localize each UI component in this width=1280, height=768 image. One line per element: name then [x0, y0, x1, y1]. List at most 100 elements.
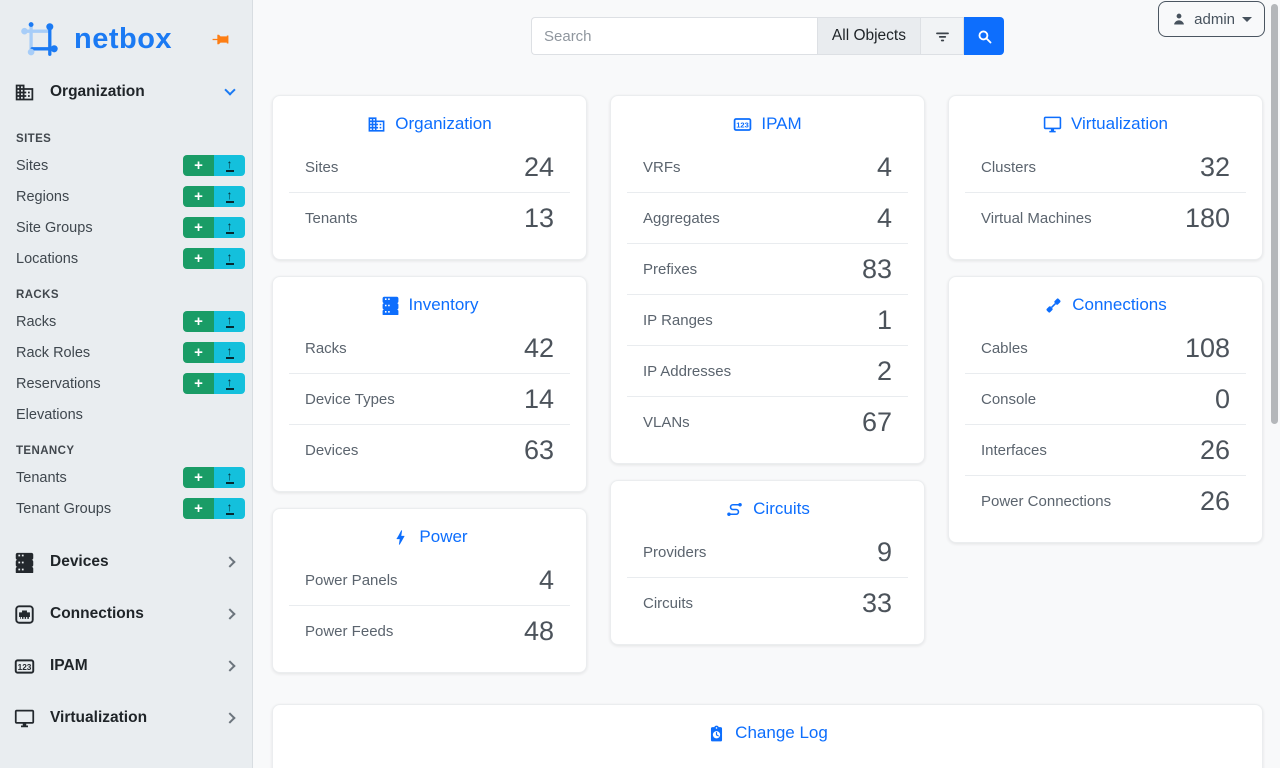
add-button[interactable] [183, 155, 214, 176]
stat-label[interactable]: Providers [643, 543, 707, 561]
card-organization: Organization Sites 24 Tenants 13 [272, 95, 587, 260]
stat-label[interactable]: Power Connections [981, 492, 1112, 510]
sidebar-item-rack-roles[interactable]: Rack Roles [0, 337, 252, 368]
card-title-changelog[interactable]: Change Log [273, 705, 1262, 751]
sidebar-item-reservations[interactable]: Reservations [0, 368, 252, 399]
netbox-logo[interactable]: netbox [14, 18, 172, 62]
stat-value[interactable]: 2 [876, 356, 892, 386]
stat-value[interactable]: 180 [1184, 203, 1230, 233]
import-button[interactable] [214, 373, 245, 394]
card-title-power[interactable]: Power [273, 509, 586, 555]
stat-value[interactable]: 4 [538, 565, 554, 595]
search-scope-select[interactable]: All Objects [816, 17, 921, 55]
stat-label[interactable]: Racks [305, 339, 347, 357]
add-button[interactable] [183, 467, 214, 488]
stat-value[interactable]: 83 [861, 254, 892, 284]
stat-list: Cables 108 Console 0 Interfaces 26 Pow [965, 323, 1246, 530]
sidebar-group-ipam[interactable]: 123 IPAM [0, 640, 252, 692]
stat-label[interactable]: Cables [981, 339, 1028, 357]
import-button[interactable] [214, 217, 245, 238]
import-button[interactable] [214, 498, 245, 519]
sidebar-item-locations[interactable]: Locations [0, 243, 252, 274]
stat-label[interactable]: Console [981, 390, 1037, 408]
stat-value[interactable]: 108 [1184, 333, 1230, 363]
stat-label[interactable]: Aggregates [643, 209, 720, 227]
stat-value[interactable]: 13 [523, 203, 554, 233]
stat-label[interactable]: Virtual Machines [981, 209, 1092, 227]
sidebar-group-devices[interactable]: Devices [0, 536, 252, 588]
stat-row-ip-ranges: IP Ranges 1 [627, 294, 908, 345]
search-filter-button[interactable] [921, 17, 964, 55]
sidebar-item-regions[interactable]: Regions [0, 181, 252, 212]
stat-value[interactable]: 48 [523, 616, 554, 646]
card-title-circuits[interactable]: Circuits [611, 481, 924, 527]
card-title-connections[interactable]: Connections [949, 277, 1262, 323]
add-button[interactable] [183, 186, 214, 207]
stat-value[interactable]: 26 [1199, 486, 1230, 516]
sidebar-item-tenants[interactable]: Tenants [0, 462, 252, 493]
import-button[interactable] [214, 342, 245, 363]
sidebar-group-connections[interactable]: Connections [0, 588, 252, 640]
sidebar-group-label: Organization [50, 83, 145, 100]
add-button[interactable] [183, 342, 214, 363]
stat-label[interactable]: Prefixes [643, 260, 698, 278]
sidebar-item-tenant-groups[interactable]: Tenant Groups [0, 493, 252, 524]
import-button[interactable] [214, 467, 245, 488]
import-button[interactable] [214, 248, 245, 269]
stat-value[interactable]: 14 [523, 384, 554, 414]
import-button[interactable] [214, 186, 245, 207]
stat-value[interactable]: 4 [876, 203, 892, 233]
sidebar-group-organization[interactable]: Organization [0, 66, 252, 118]
sidebar-item-label: Tenants [16, 469, 67, 486]
stat-value[interactable]: 33 [861, 588, 892, 618]
add-button[interactable] [183, 217, 214, 238]
sidebar-pin-button[interactable] [211, 30, 230, 49]
stat-value[interactable]: 24 [523, 152, 554, 182]
sidebar-item-sites[interactable]: Sites [0, 150, 252, 181]
stat-label[interactable]: Interfaces [981, 441, 1047, 459]
stat-label[interactable]: Circuits [643, 594, 694, 612]
user-menu-button[interactable]: admin [1158, 1, 1265, 37]
sidebar-group-virtualization[interactable]: Virtualization [0, 692, 252, 744]
stat-label[interactable]: IP Ranges [643, 311, 713, 329]
stat-label[interactable]: Power Panels [305, 571, 398, 589]
stat-label[interactable]: VLANs [643, 413, 690, 431]
dashboard-column-3: Virtualization Clusters 32 Virtual Machi… [948, 95, 1263, 543]
search-submit-button[interactable] [964, 17, 1004, 55]
stat-label[interactable]: Tenants [305, 209, 358, 227]
sidebar-item-site-groups[interactable]: Site Groups [0, 212, 252, 243]
stat-label[interactable]: Power Feeds [305, 622, 394, 640]
stat-label[interactable]: Devices [305, 441, 359, 459]
stat-row-vrfs: VRFs 4 [627, 142, 908, 192]
sidebar-item-elevations[interactable]: Elevations [0, 399, 252, 430]
import-button[interactable] [214, 155, 245, 176]
monitor-icon [1043, 115, 1062, 134]
chevron-right-icon [224, 556, 236, 568]
stat-label[interactable]: Sites [305, 158, 339, 176]
stat-label[interactable]: VRFs [643, 158, 681, 176]
add-button[interactable] [183, 498, 214, 519]
stat-value[interactable]: 63 [523, 435, 554, 465]
page-scrollbar[interactable] [1271, 4, 1278, 424]
card-title-virtualization[interactable]: Virtualization [949, 96, 1262, 142]
stat-value[interactable]: 26 [1199, 435, 1230, 465]
card-title-organization[interactable]: Organization [273, 96, 586, 142]
stat-label[interactable]: Clusters [981, 158, 1037, 176]
stat-value[interactable]: 9 [876, 537, 892, 567]
stat-value[interactable]: 67 [861, 407, 892, 437]
import-button[interactable] [214, 311, 245, 332]
stat-value[interactable]: 0 [1214, 384, 1230, 414]
card-title-inventory[interactable]: Inventory [273, 277, 586, 323]
search-input[interactable] [531, 17, 817, 55]
add-button[interactable] [183, 373, 214, 394]
stat-value[interactable]: 42 [523, 333, 554, 363]
add-button[interactable] [183, 311, 214, 332]
sidebar-item-racks[interactable]: Racks [0, 306, 252, 337]
stat-value[interactable]: 1 [876, 305, 892, 335]
stat-value[interactable]: 4 [876, 152, 892, 182]
stat-value[interactable]: 32 [1199, 152, 1230, 182]
card-title-ipam[interactable]: 123 IPAM [611, 96, 924, 142]
add-button[interactable] [183, 248, 214, 269]
stat-label[interactable]: Device Types [305, 390, 395, 408]
stat-label[interactable]: IP Addresses [643, 362, 732, 380]
